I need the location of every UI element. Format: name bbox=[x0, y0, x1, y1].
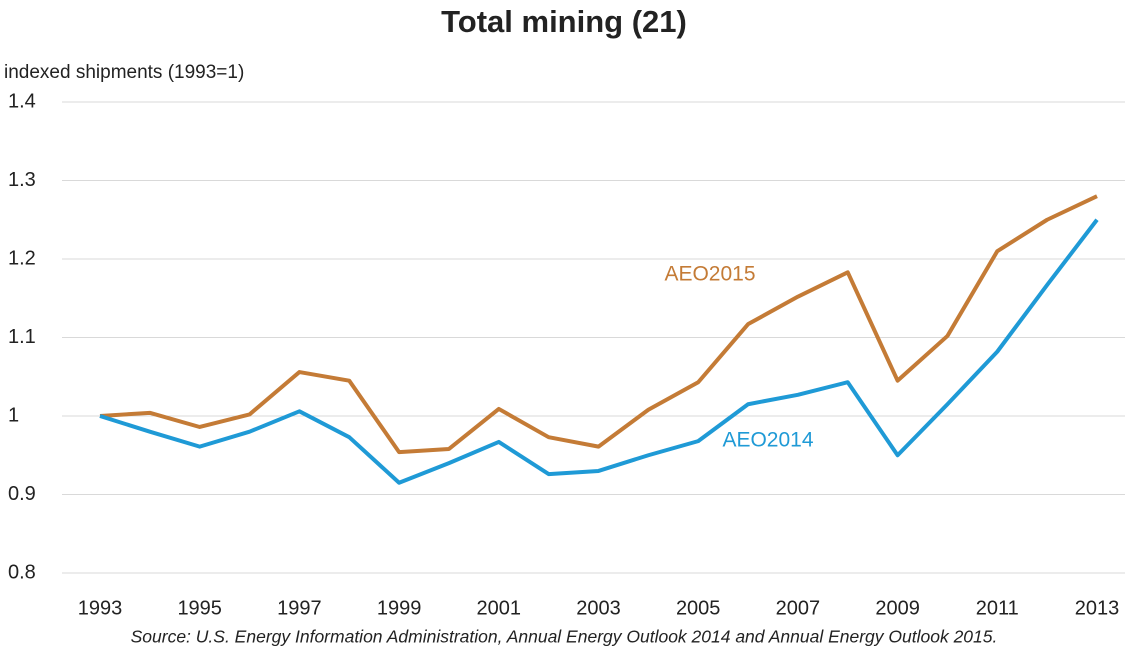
series-label: AEO2014 bbox=[722, 429, 813, 452]
series-line bbox=[99, 218, 1099, 485]
y-tick-label: 1.3 bbox=[8, 169, 36, 191]
x-tick-label: 2007 bbox=[776, 597, 821, 619]
x-tick-label: 1995 bbox=[177, 597, 222, 619]
x-tick-label: 2003 bbox=[576, 597, 621, 619]
source-note: Source: U.S. Energy Information Administ… bbox=[131, 627, 998, 647]
y-tick-label: 1.2 bbox=[8, 247, 36, 269]
x-tick-label: 2005 bbox=[676, 597, 721, 619]
x-tick-label: 2013 bbox=[1075, 597, 1120, 619]
series-line bbox=[99, 194, 1098, 455]
x-tick-label: 1997 bbox=[277, 597, 322, 619]
x-tick-label: 2011 bbox=[976, 597, 1019, 619]
y-tick-label: 0.8 bbox=[8, 561, 36, 583]
x-tick-label: 2001 bbox=[477, 597, 522, 619]
x-tick-label: 1993 bbox=[78, 597, 123, 619]
y-axis-label: indexed shipments (1993=1) bbox=[4, 62, 244, 83]
series-label: AEO2015 bbox=[664, 263, 755, 286]
y-tick-label: 1.1 bbox=[8, 326, 36, 348]
y-tick-label: 1 bbox=[8, 404, 19, 426]
y-tick-label: 0.9 bbox=[8, 483, 36, 505]
x-tick-label: 1999 bbox=[377, 597, 422, 619]
y-tick-label: 1.4 bbox=[8, 90, 36, 112]
chart-title: Total mining (21) bbox=[441, 4, 687, 39]
x-tick-label: 2009 bbox=[875, 597, 920, 619]
